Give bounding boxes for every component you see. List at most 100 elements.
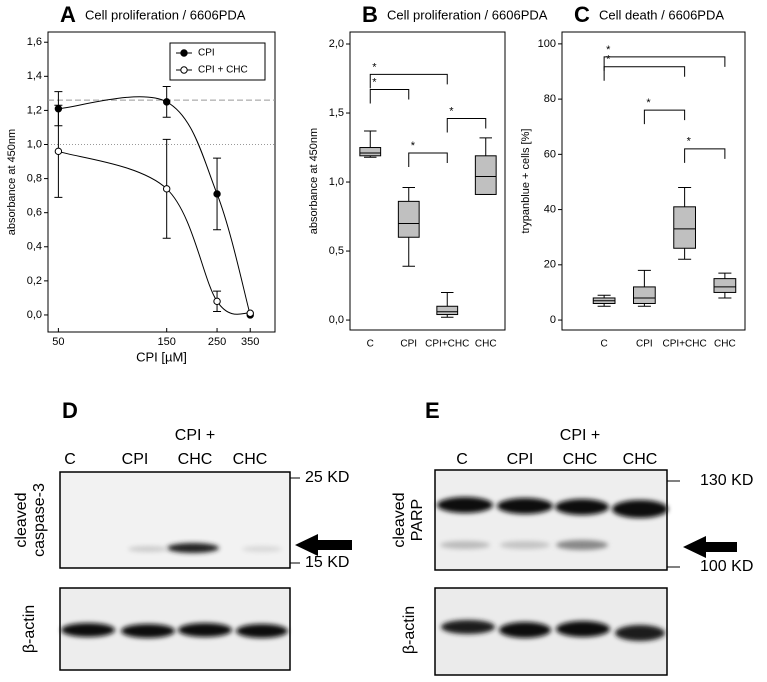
significance-bracket (369, 73, 448, 89)
whisker (637, 269, 651, 287)
y-tick-label: 0 (550, 314, 556, 326)
y-tick-label: 100 (538, 38, 556, 50)
band (555, 499, 609, 515)
y-tick-label: 1,0 (27, 138, 42, 150)
box (474, 155, 497, 195)
lane-label: CPI + (560, 427, 600, 444)
box (633, 286, 656, 304)
band (121, 624, 175, 638)
marker-label: 25 KD (305, 469, 349, 486)
band (167, 543, 219, 553)
significance-bracket (603, 66, 686, 81)
chart-title: Cell proliferation / 6606PDA (85, 7, 246, 22)
arrow (295, 534, 352, 556)
y-tick-label: 1,0 (329, 176, 344, 188)
lane-label: CHC (563, 451, 598, 468)
panel-letter: B (362, 2, 378, 27)
marker-label: 15 KD (305, 554, 349, 571)
y-tick-label: 80 (544, 93, 556, 105)
y-tick-label: 0,5 (329, 245, 344, 257)
panel-letter: E (425, 398, 440, 423)
y-tick-label: 1,6 (27, 36, 42, 48)
whisker (718, 292, 732, 299)
x-tick-label: 350 (241, 336, 259, 348)
plot-frame (47, 31, 276, 333)
data-point (246, 309, 254, 317)
data-point (162, 185, 171, 193)
band (242, 546, 282, 552)
x-tick-label: CPI (400, 339, 417, 350)
y-tick-label: 0,2 (27, 275, 42, 287)
lane-label: CHC (178, 451, 213, 468)
data-point (162, 98, 171, 106)
significance-bracket (643, 109, 686, 125)
significance-bracket (446, 118, 487, 133)
data-point (213, 190, 221, 198)
whisker (402, 237, 415, 267)
box (673, 206, 696, 249)
data-point (54, 105, 63, 113)
lane-label: CHC (623, 451, 658, 468)
panel-letter: A (60, 2, 76, 27)
whisker (402, 187, 415, 202)
lane-label: CPI (507, 451, 534, 468)
arrow (683, 536, 737, 558)
significance-bracket (684, 148, 726, 163)
whisker (364, 130, 377, 148)
y-tick-label: 40 (544, 203, 556, 215)
y-axis-label: absorbance at 450nm (6, 129, 18, 235)
legend-label: CPI + CHC (198, 65, 248, 76)
whisker (479, 137, 492, 156)
x-tick-label: C (601, 339, 608, 350)
significance-label: * (646, 97, 651, 109)
box (397, 200, 420, 238)
chart-title: Cell death / 6606PDA (599, 7, 724, 22)
whisker (718, 272, 732, 279)
lane-label: C (456, 451, 468, 468)
band (440, 541, 490, 549)
legend-frame (169, 42, 266, 81)
lane-label: C (64, 451, 76, 468)
row-label: caspase-3 (31, 483, 48, 557)
significance-label: * (687, 136, 692, 148)
significance-label: * (372, 76, 377, 88)
y-tick-label: 60 (544, 148, 556, 160)
y-tick-label: 2,0 (329, 38, 344, 50)
y-tick-label: 1,2 (27, 104, 42, 116)
band (499, 622, 551, 638)
band (500, 541, 550, 549)
band (441, 620, 495, 634)
y-tick-label: 20 (544, 259, 556, 271)
band (556, 540, 608, 550)
significance-label: * (372, 61, 377, 73)
marker-label: 100 KD (700, 558, 753, 575)
y-tick-label: 0,8 (27, 172, 42, 184)
lane-label: CPI + (175, 427, 215, 444)
x-tick-label: 150 (158, 336, 176, 348)
whisker (678, 248, 692, 260)
panel-letter: D (62, 398, 78, 423)
marker-label: 130 KD (700, 472, 753, 489)
legend-label: CPI (198, 48, 215, 59)
row-label: β-actin (401, 606, 418, 654)
whisker (678, 186, 692, 207)
band (61, 623, 115, 637)
significance-label: * (606, 54, 611, 66)
data-point (213, 297, 221, 306)
y-tick-label: 0,4 (27, 241, 42, 253)
band (497, 498, 553, 514)
y-tick-label: 1,4 (27, 70, 42, 82)
band (128, 546, 168, 552)
y-tick-label: 1,5 (329, 107, 344, 119)
plot-frame (561, 31, 746, 331)
row-label: cleaved (13, 492, 30, 547)
lane-label: CHC (233, 451, 268, 468)
fit-line (58, 96, 251, 316)
significance-label: * (606, 44, 611, 56)
significance-bracket (603, 56, 726, 71)
row-label: cleaved (391, 492, 408, 547)
x-tick-label: CPI+CHC (663, 339, 707, 350)
band (178, 623, 232, 637)
whisker (441, 291, 454, 307)
y-tick-label: 0,6 (27, 207, 42, 219)
